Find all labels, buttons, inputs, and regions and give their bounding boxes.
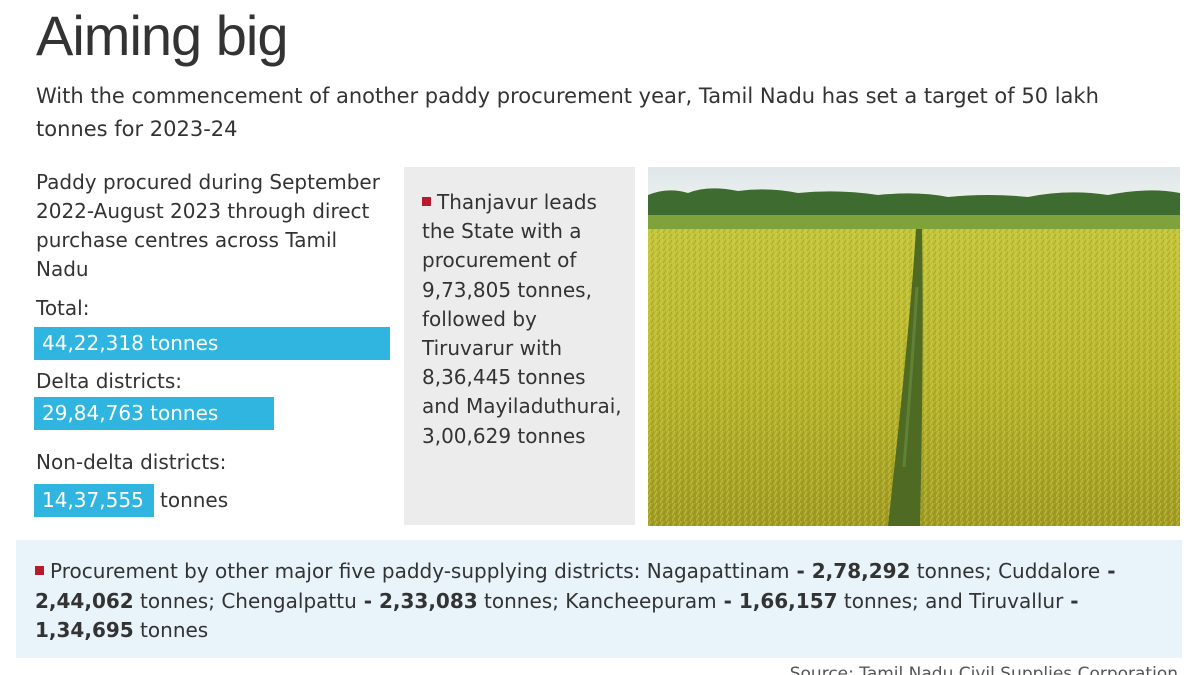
bar-value-label: 44,22,318 tonnes	[42, 331, 219, 355]
district-entry: Kancheepuram - 1,66,157 tonnes; and	[565, 589, 969, 613]
district-value: - 1,34,695	[35, 588, 1079, 643]
source-credit: Source: Tamil Nadu Civil Supplies Corpor…	[789, 664, 1178, 675]
district-value: - 2,33,083	[356, 588, 478, 613]
district-value: - 2,78,292	[789, 559, 911, 583]
chart-subtitle: With the commencement of another paddy p…	[36, 84, 1099, 141]
district-entry: Tiruvallur - 1,34,695 tonnes	[35, 589, 1079, 643]
paddy-field-photo	[648, 167, 1180, 526]
bar-category-label: Total:	[36, 296, 90, 320]
district-name: Cuddalore	[998, 559, 1101, 583]
chart-title: Aiming big	[36, 4, 288, 67]
bar-category-label: Delta districts:	[36, 369, 183, 393]
bar-mark: 44,22,318 tonnes	[34, 327, 390, 360]
district-entry: Nagapattinam - 2,78,292 tonnes;	[647, 559, 998, 583]
bar-value-label: 14,37,555	[42, 488, 144, 512]
district-entry: Cuddalore - 2,44,062 tonnes;	[35, 559, 1116, 613]
side-note-text: Thanjavur leads the State with a procure…	[422, 190, 622, 448]
district-name: Tiruvallur	[969, 588, 1064, 613]
bullet-icon	[422, 197, 431, 206]
district-name: Nagapattinam	[646, 559, 790, 583]
district-entry: Chengalpattu - 2,33,083 tonnes;	[221, 589, 565, 613]
bottom-note-panel	[16, 540, 1182, 658]
district-value: - 1,66,157	[716, 588, 838, 613]
bar-mark: 14,37,555	[34, 484, 154, 517]
bar-value-label: 29,84,763 tonnes	[42, 401, 219, 425]
bar-mark: 29,84,763 tonnes	[34, 397, 274, 430]
district-unit: tonnes;	[910, 559, 999, 583]
bottom-note-intro: Procurement by other major five paddy-su…	[50, 559, 641, 583]
side-panel	[404, 167, 635, 525]
side-note: Thanjavur leads the State with a procure…	[422, 188, 627, 451]
bottom-note: Procurement by other major five paddy-su…	[35, 557, 1165, 646]
bullet-icon	[35, 566, 44, 575]
district-unit: tonnes;	[133, 588, 222, 613]
bar-category-label: Non-delta districts:	[36, 450, 227, 474]
district-name: Kancheepuram	[565, 588, 717, 613]
district-unit: tonnes;	[477, 588, 566, 613]
district-name: Chengalpattu	[221, 588, 357, 613]
procurement-description: Paddy procured during September 2022-Aug…	[36, 170, 380, 281]
district-value: - 2,44,062	[35, 559, 1116, 613]
district-unit: tonnes; and	[837, 588, 970, 613]
bar-unit-label: tonnes	[160, 488, 229, 512]
district-unit: tonnes	[133, 618, 209, 642]
